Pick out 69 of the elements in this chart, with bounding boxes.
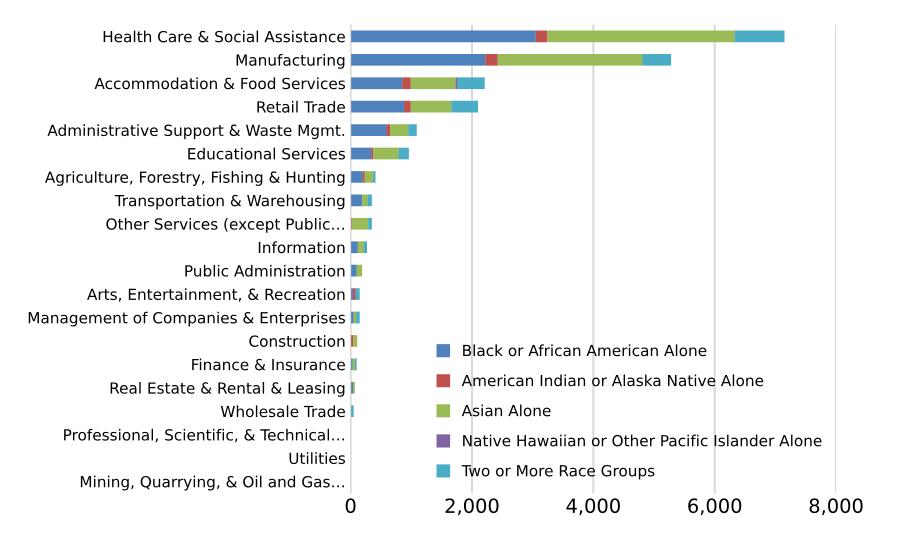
bar <box>410 77 456 90</box>
legend-label: American Indian or Alaska Native Alone <box>462 374 764 386</box>
y-tick-label: Finance & Insurance <box>192 358 345 370</box>
bar <box>368 218 372 230</box>
y-tick-label: Wholesale Trade <box>220 405 345 418</box>
y-tick-label: Transportation & Warehousing <box>114 194 344 210</box>
bar <box>350 171 363 183</box>
y-tick-label: Real Estate & Rental & Leasing <box>110 382 344 397</box>
bar <box>350 194 362 206</box>
bar <box>642 54 672 66</box>
y-tick-label: Health Care & Social Assistance <box>104 30 345 42</box>
y-tick-label: Accommodation & Food Services <box>94 77 345 90</box>
bar <box>350 30 536 42</box>
bar <box>368 194 372 206</box>
bar <box>355 288 360 300</box>
bar <box>386 124 390 136</box>
bar <box>352 358 355 370</box>
bar <box>402 77 411 90</box>
bar <box>350 124 386 136</box>
x-tick-label: 6,000 <box>688 498 742 516</box>
bar <box>350 54 486 66</box>
bar <box>364 241 367 254</box>
x-tick-label: 4,000 <box>566 498 620 516</box>
bar <box>358 241 364 254</box>
legend-label: Two or More Race Groups <box>462 464 654 480</box>
y-tick-label: Professional, Scientific, & Technical… <box>64 428 344 442</box>
x-tick-label: 8,000 <box>810 498 863 516</box>
bar <box>547 30 735 42</box>
y-tick-label: Retail Trade <box>257 100 345 113</box>
bar <box>390 124 408 136</box>
y-tick-label: Public Administration <box>185 264 344 277</box>
y-tick-label: Other Services (except Public… <box>106 218 344 233</box>
bar <box>350 241 358 254</box>
bar <box>352 218 368 230</box>
bar <box>364 171 374 183</box>
bar <box>353 335 358 347</box>
bar <box>362 194 368 206</box>
x-tick-label: 0 <box>346 498 356 514</box>
bar <box>497 54 642 66</box>
y-tick-label: Arts, Entertainment, & Recreation <box>87 288 344 302</box>
bar <box>356 264 362 276</box>
bar <box>398 148 409 160</box>
y-tick-label: Construction <box>249 335 344 347</box>
bar <box>373 148 399 160</box>
bar <box>451 100 478 113</box>
x-tick-label: 2,000 <box>446 498 499 516</box>
bar <box>356 312 360 324</box>
y-tick-label: Information <box>258 241 344 254</box>
y-tick-label: Mining, Quarrying, & Oil and Gas… <box>80 476 344 490</box>
y-tick-label: Administrative Support & Waste Mgmt. <box>47 124 344 140</box>
y-tick-label: Educational Services <box>188 148 345 160</box>
bar <box>354 312 356 324</box>
bar <box>485 54 498 66</box>
y-tick-label: Agriculture, Forestry, Fishing & Hunting <box>44 171 344 186</box>
bar <box>350 77 402 90</box>
y-tick-label: Management of Companies & Enterprises <box>28 312 346 326</box>
bar <box>457 77 485 90</box>
legend-label: Black or African American Alone <box>463 344 706 356</box>
bar <box>410 100 452 113</box>
bar <box>350 100 404 113</box>
legend-label: Native Hawaiian or Other Pacific Islander Alone <box>463 434 822 446</box>
bar <box>408 124 417 136</box>
bar <box>734 30 784 42</box>
y-tick-label: Utilities <box>290 452 346 464</box>
legend-label: Asian Alone <box>462 404 551 416</box>
bar <box>404 100 411 113</box>
y-tick-label: Manufacturing <box>236 54 344 69</box>
bar <box>536 30 548 42</box>
bar <box>350 148 372 160</box>
